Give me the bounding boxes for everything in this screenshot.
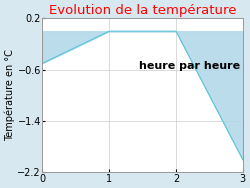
Text: heure par heure: heure par heure	[139, 61, 240, 71]
Title: Evolution de la température: Evolution de la température	[49, 4, 236, 17]
Y-axis label: Température en °C: Température en °C	[4, 49, 15, 141]
